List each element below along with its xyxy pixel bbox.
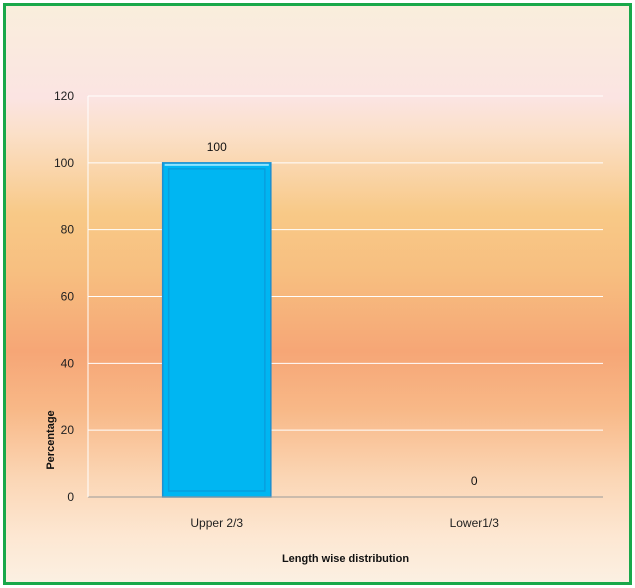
bar: [161, 162, 272, 498]
chart-frame: [3, 3, 632, 585]
data-label: 0: [471, 474, 478, 488]
y-axis-title: Percentage: [45, 410, 57, 469]
bars: [161, 162, 272, 498]
x-axis-title: Length wise distribution: [282, 553, 409, 565]
y-tick-label: 80: [61, 223, 75, 237]
y-tick-label: 20: [61, 423, 75, 437]
data-labels: 100 0: [207, 140, 478, 488]
x-tick-label: Lower1/3: [450, 516, 500, 530]
y-tick-label: 0: [67, 490, 74, 504]
y-tick-label: 120: [54, 89, 74, 103]
y-tick-label: 100: [54, 156, 74, 170]
y-tick-label: 60: [61, 290, 75, 304]
data-label: 100: [207, 140, 227, 154]
y-tick-label: 40: [61, 356, 75, 370]
y-axis-ticks: 0 20 40 60 80 100 120: [54, 89, 74, 504]
x-tick-label: Upper 2/3: [190, 516, 243, 530]
x-axis-ticks: Upper 2/3 Lower1/3: [190, 516, 499, 530]
